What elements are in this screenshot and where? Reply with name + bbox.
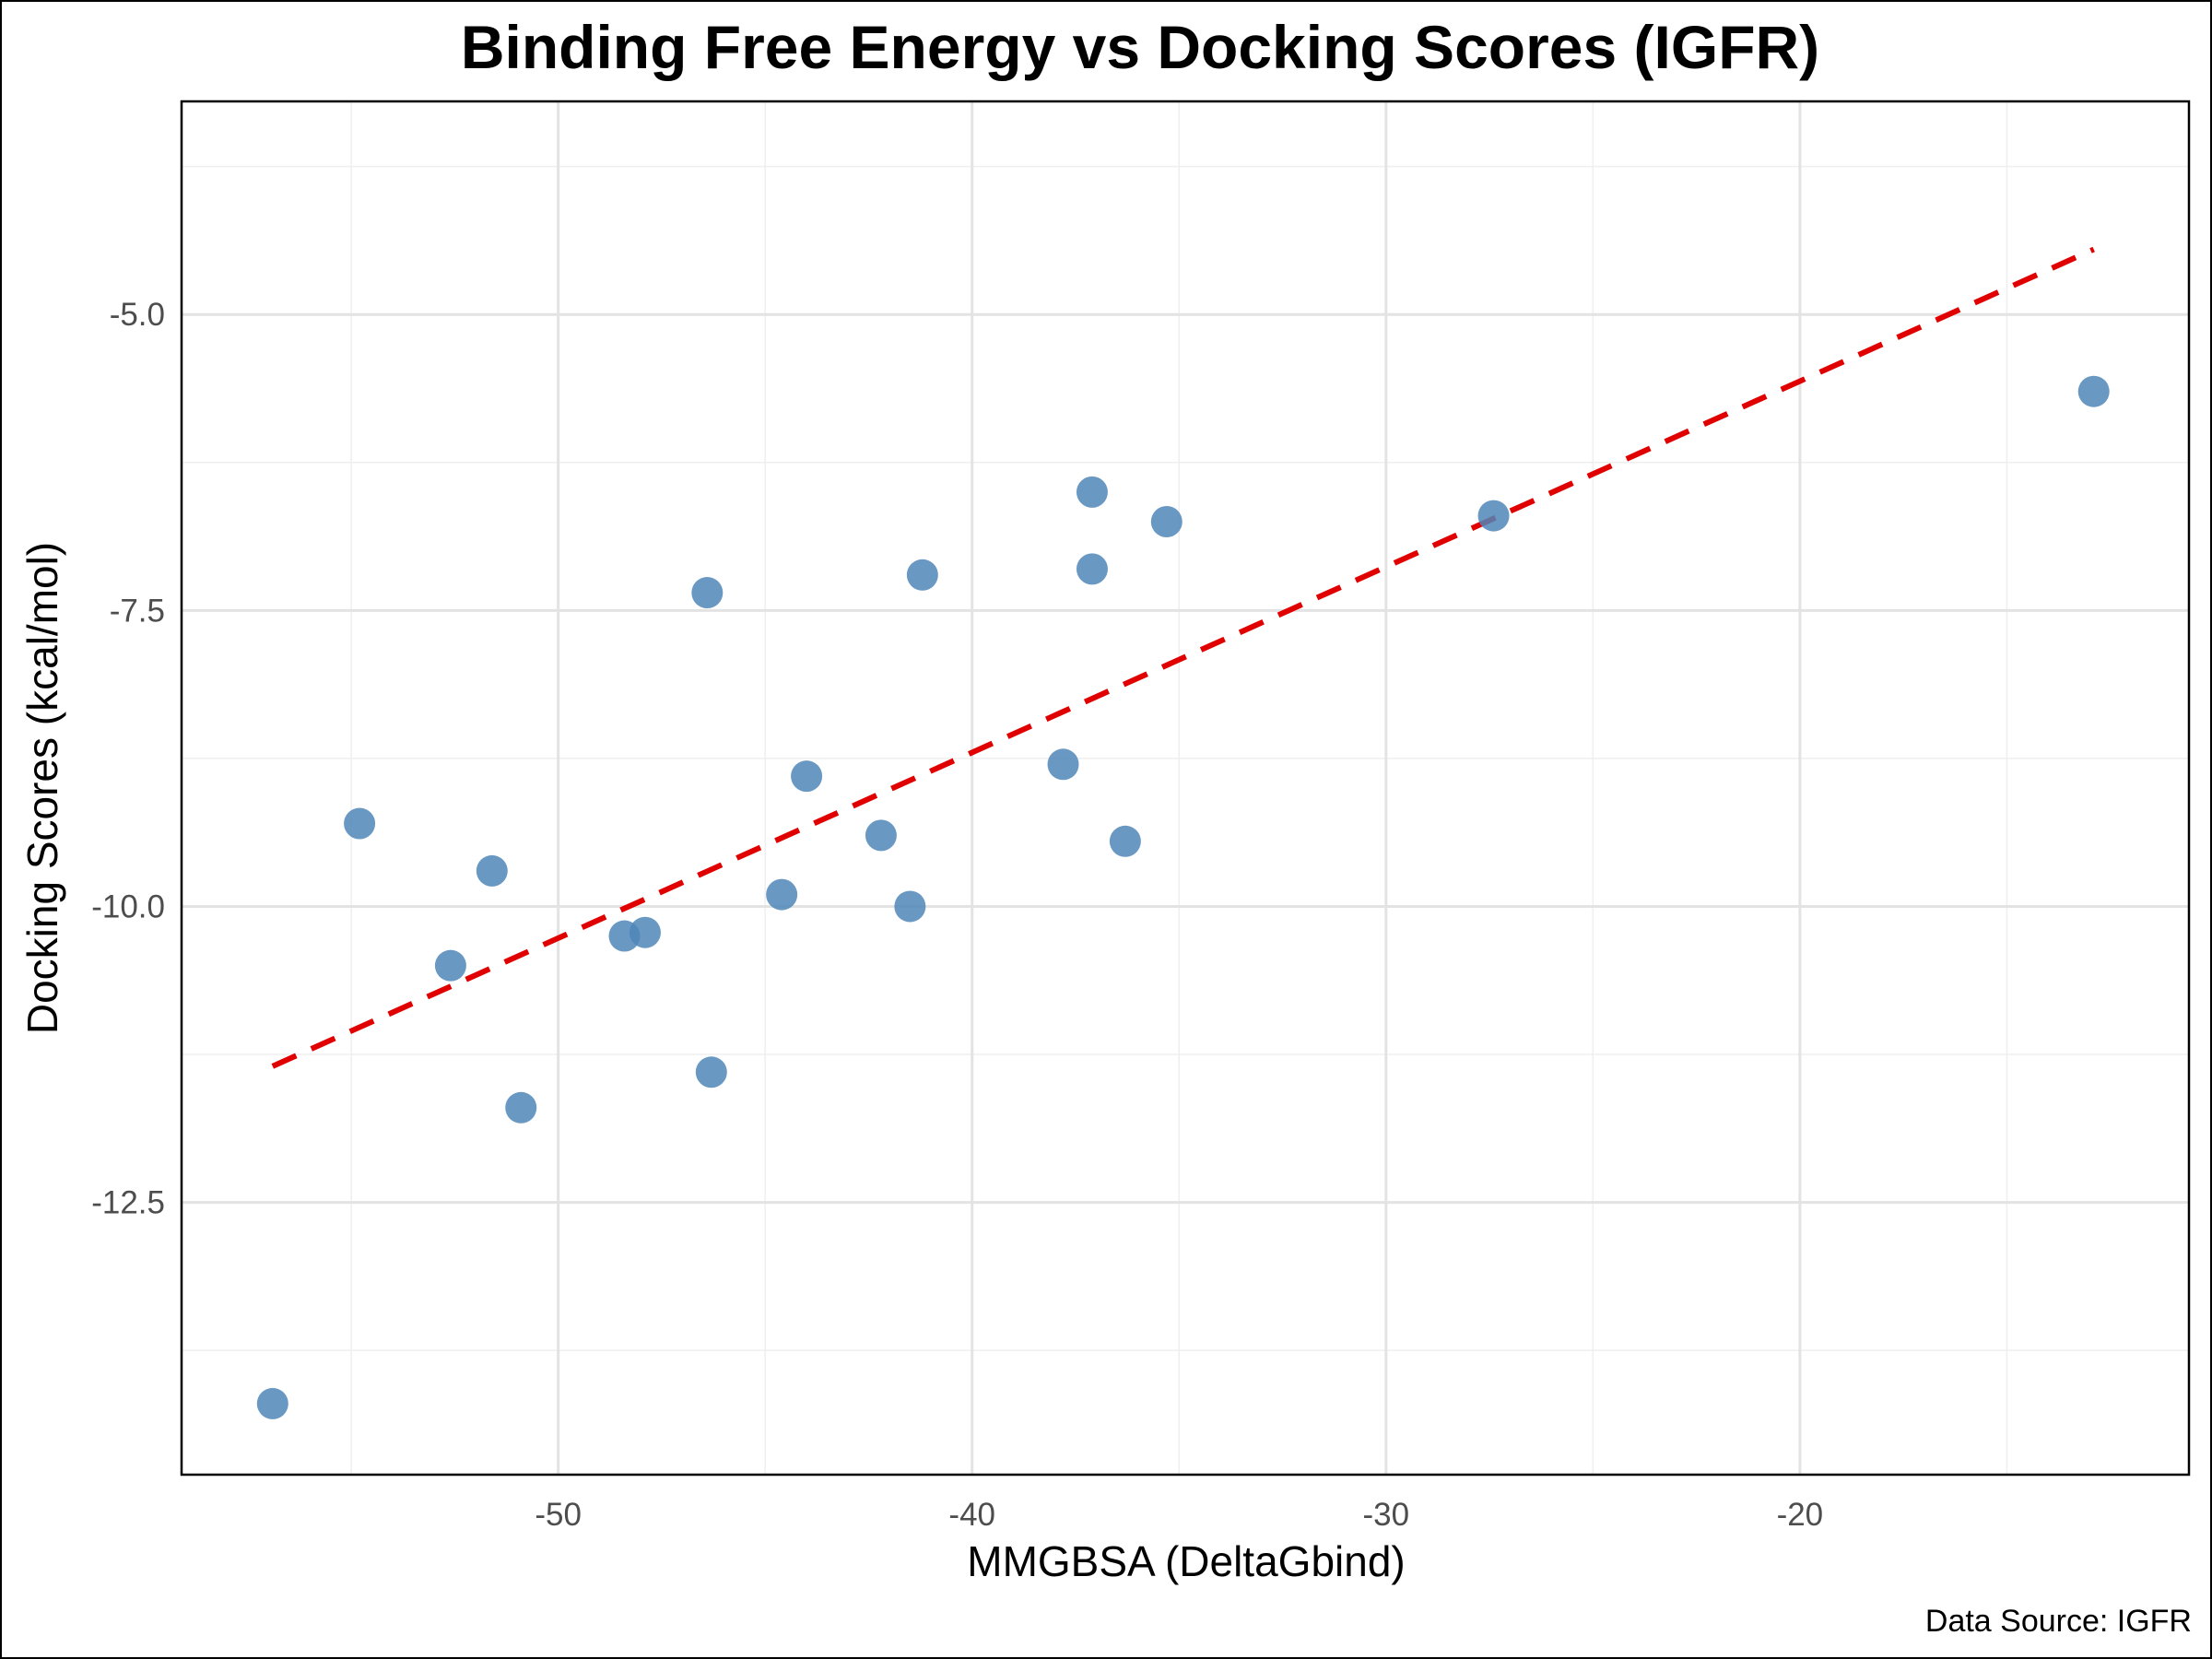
x-tick-label: -20 xyxy=(1777,1497,1824,1533)
data-point xyxy=(256,1387,288,1419)
y-axis-title: Docking Scores (kcal/mol) xyxy=(18,542,66,1034)
y-tick-label: -5.0 xyxy=(110,297,165,333)
data-point xyxy=(1109,825,1141,857)
data-point xyxy=(629,916,661,948)
x-tick-label: -30 xyxy=(1363,1497,1410,1533)
x-axis-title: MMGBSA (DeltaGbind) xyxy=(967,1537,1405,1585)
x-tick-labels: -50 -40 -30 -20 xyxy=(535,1497,1823,1533)
data-point xyxy=(766,878,798,911)
data-point xyxy=(2077,375,2110,407)
data-point xyxy=(434,949,466,982)
data-point xyxy=(1076,476,1108,508)
y-tick-labels: -12.5 -10.0 -7.5 -5.0 xyxy=(91,297,165,1220)
y-tick-label: -10.0 xyxy=(91,888,165,924)
data-point xyxy=(1150,505,1182,537)
data-point xyxy=(865,819,897,852)
data-point xyxy=(505,1091,537,1124)
y-tick-label: -7.5 xyxy=(110,593,165,629)
trend-line xyxy=(271,246,2095,1069)
data-point xyxy=(691,577,724,609)
data-point xyxy=(476,854,508,887)
y-tick-label: -12.5 xyxy=(91,1185,165,1221)
chart-title: Binding Free Energy vs Docking Scores (I… xyxy=(461,13,1819,81)
data-point xyxy=(894,890,926,923)
data-point xyxy=(1076,553,1108,585)
data-source-caption: Data Source: IGFR xyxy=(1925,1604,2192,1639)
x-tick-label: -40 xyxy=(948,1497,995,1533)
data-point xyxy=(1047,748,1079,781)
data-point xyxy=(1477,500,1510,532)
x-tick-label: -50 xyxy=(535,1497,582,1533)
data-point xyxy=(906,559,938,591)
data-point xyxy=(695,1056,727,1088)
data-points xyxy=(256,375,2110,1419)
data-point xyxy=(344,807,376,840)
data-point xyxy=(791,760,823,793)
trend-line-group xyxy=(271,246,2095,1069)
grid xyxy=(182,101,2189,1475)
plot-border xyxy=(180,100,2191,1477)
